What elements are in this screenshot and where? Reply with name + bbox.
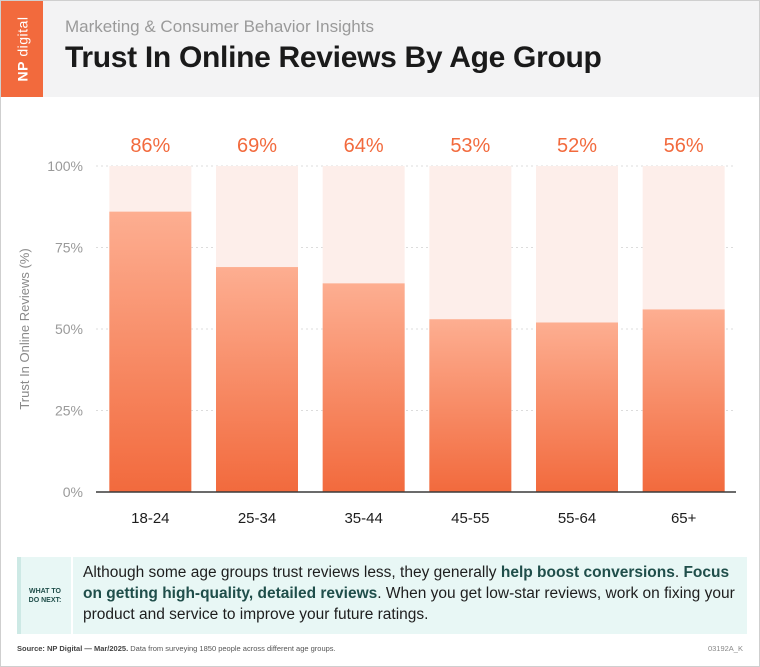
y-tick-label: 75% — [55, 240, 83, 256]
y-tick-label: 25% — [55, 403, 83, 419]
x-tick-label: 65+ — [671, 510, 697, 527]
bar — [322, 283, 405, 492]
x-tick-label: 35-44 — [344, 510, 382, 527]
y-tick-label: 0% — [63, 484, 83, 500]
bar — [429, 319, 512, 492]
bar-value-label: 53% — [450, 135, 490, 157]
y-axis-label: Trust In Online Reviews (%) — [17, 248, 32, 409]
logo-digital: digital — [14, 16, 30, 57]
header: NP digital Marketing & Consumer Behavior… — [1, 1, 759, 97]
page-title: Trust In Online Reviews By Age Group — [65, 41, 602, 74]
bar — [216, 267, 298, 492]
x-tick-label: 18-24 — [131, 510, 169, 527]
bar-value-label: 56% — [664, 135, 704, 157]
bar-chart: 0% 25% 50% 75% 100% Trust In Online Reviews (… — [17, 135, 736, 527]
bar-value-label: 64% — [344, 135, 384, 157]
x-tick-label: 25-34 — [238, 510, 276, 527]
page-subtitle: Marketing & Consumer Behavior Insights — [65, 17, 374, 36]
bar-value-label: 69% — [237, 135, 277, 157]
callout-text: Although some age groups trust reviews l… — [83, 564, 735, 623]
bar — [642, 309, 725, 492]
what-to-do-next-callout: WHAT TO DO NEXT: Although some age groups… — [17, 557, 747, 634]
y-tick-label: 100% — [47, 158, 83, 174]
bar — [536, 322, 618, 492]
bar-value-label: 52% — [557, 135, 597, 157]
np-digital-logo: NP digital — [1, 1, 43, 97]
x-tick-label: 55-64 — [558, 510, 596, 527]
callout-label: WHAT TO DO NEXT: — [28, 587, 62, 604]
callout-highlight-2: Focus on getting high-quality, detailed … — [83, 564, 730, 602]
y-tick-label: 50% — [55, 321, 83, 337]
source-footnote: Source: NP Digital — Mar/2025. Data from… — [17, 644, 336, 653]
x-tick-label: 45-55 — [451, 510, 489, 527]
bar-value-label: 86% — [130, 135, 170, 157]
callout-highlight-1: help boost conversions — [500, 564, 675, 581]
logo-np: NP — [14, 61, 30, 82]
document-code: 03192A_K — [707, 644, 743, 653]
callout-divider — [71, 557, 73, 634]
bar — [109, 211, 192, 492]
